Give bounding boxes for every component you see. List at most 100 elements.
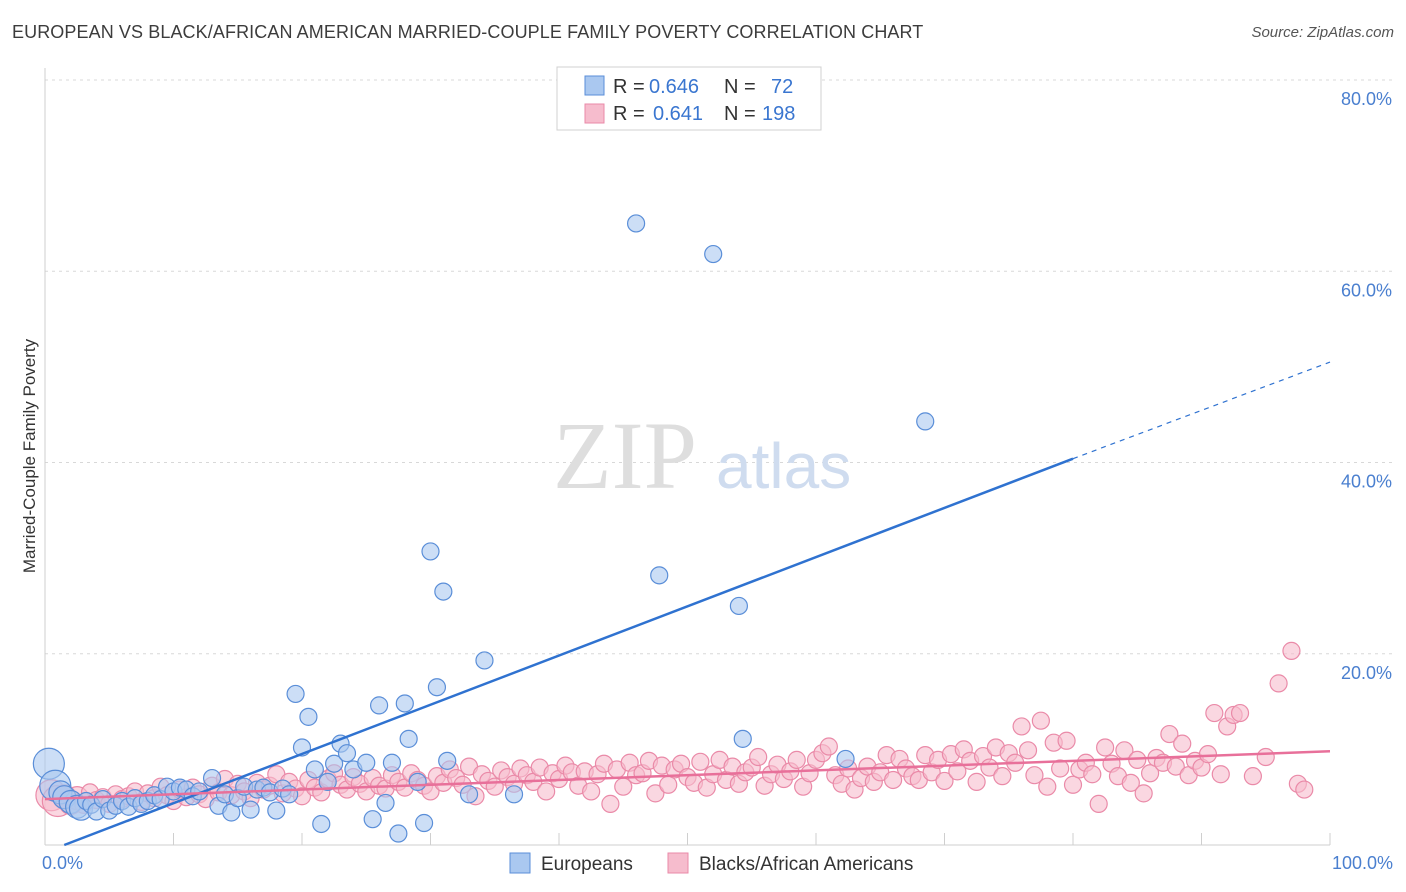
- legend-n-value: 72: [771, 76, 793, 98]
- data-point: [626, 214, 646, 233]
- data-point: [363, 810, 382, 829]
- chart-title: EUROPEAN VS BLACK/AFRICAN AMERICAN MARRI…: [12, 22, 924, 42]
- chart-source: Source: ZipAtlas.com: [1251, 24, 1394, 41]
- gridlines: [45, 79, 1392, 655]
- data-point: [1057, 731, 1076, 750]
- data-point: [434, 582, 453, 601]
- data-point: [1063, 775, 1083, 794]
- data-point: [948, 762, 967, 781]
- data-point: [1211, 765, 1230, 784]
- data-point: [1160, 724, 1179, 744]
- series-legend: Europeans Blacks/African Americans: [509, 852, 913, 875]
- y-tick-labels: 20.0% 40.0% 60.0% 80.0%: [1341, 89, 1392, 683]
- data-point: [993, 767, 1012, 786]
- data-point: [421, 542, 440, 561]
- data-point: [459, 785, 479, 804]
- data-point: [312, 814, 331, 834]
- data-point: [286, 684, 305, 704]
- data-point: [427, 678, 447, 697]
- trendline-blacks: [44, 750, 1331, 801]
- data-point: [395, 694, 414, 713]
- data-point: [1134, 784, 1153, 803]
- data-point: [1140, 764, 1160, 783]
- data-point: [267, 801, 286, 820]
- data-point: [1051, 759, 1070, 778]
- data-point: [399, 729, 418, 748]
- data-point: [659, 775, 678, 794]
- y-tick-label: 60.0%: [1341, 280, 1392, 300]
- data-point: [318, 772, 337, 791]
- data-point: [241, 800, 260, 819]
- data-point: [646, 784, 665, 803]
- y-tick-label: 80.0%: [1341, 89, 1392, 109]
- watermark-atlas: atlas: [716, 430, 851, 502]
- series-europeans: [32, 214, 935, 843]
- data-point: [1256, 747, 1275, 767]
- data-point: [819, 737, 838, 756]
- legend-r-label: R =: [613, 103, 645, 125]
- data-point: [1083, 765, 1102, 784]
- watermark: ZIP atlas: [553, 402, 851, 509]
- trendlines: [44, 361, 1331, 847]
- data-point: [357, 753, 376, 772]
- data-point: [202, 768, 222, 788]
- watermark-zip: ZIP: [553, 402, 697, 509]
- data-point: [729, 596, 749, 616]
- bottom-legend-blacks: Blacks/African Americans: [699, 854, 913, 875]
- data-point: [337, 744, 357, 763]
- data-point: [691, 752, 710, 771]
- trendline-europeans-extension: [1072, 361, 1331, 460]
- data-point: [370, 696, 389, 715]
- legend-swatch-blacks: [584, 103, 605, 124]
- y-tick-label: 20.0%: [1341, 663, 1392, 683]
- data-point: [1121, 773, 1140, 792]
- data-point: [421, 782, 440, 801]
- legend-swatch-europeans: [584, 75, 605, 96]
- y-axis-title: Married-Couple Family Poverty: [20, 338, 39, 573]
- bottom-legend-swatch-blacks: [667, 852, 689, 874]
- data-point: [1018, 741, 1038, 760]
- data-point: [582, 782, 601, 801]
- y-tick-label: 40.0%: [1341, 472, 1392, 492]
- x-tick-label: 100.0%: [1332, 853, 1393, 873]
- data-point: [1025, 766, 1044, 785]
- x-ticks: [44, 833, 1331, 845]
- data-point: [1031, 711, 1050, 730]
- data-point: [408, 772, 427, 791]
- data-point: [537, 782, 556, 801]
- data-point: [650, 566, 669, 585]
- data-point: [1269, 674, 1288, 693]
- data-point: [749, 747, 768, 767]
- data-point: [883, 770, 903, 790]
- data-point: [1012, 717, 1031, 736]
- legend-n-label: N =: [724, 76, 756, 98]
- data-point: [1205, 703, 1224, 723]
- data-point: [1230, 703, 1250, 723]
- data-point: [967, 772, 986, 791]
- data-point: [935, 771, 954, 791]
- x-tick-labels: 0.0% 100.0%: [42, 853, 1393, 873]
- data-point: [1295, 780, 1314, 799]
- data-point: [836, 749, 855, 769]
- data-point: [280, 785, 299, 804]
- data-point: [1173, 734, 1192, 753]
- x-tick-label: 0.0%: [42, 853, 83, 873]
- data-point: [475, 651, 494, 670]
- legend-r-value: 0.646: [649, 76, 699, 98]
- data-point: [733, 729, 752, 748]
- data-point: [382, 753, 402, 772]
- data-point: [299, 707, 318, 726]
- data-point: [1096, 738, 1115, 757]
- legend-r-value: 0.641: [653, 103, 703, 125]
- data-point: [376, 793, 395, 813]
- data-point: [438, 751, 457, 770]
- data-point: [601, 794, 620, 813]
- data-point: [325, 754, 344, 773]
- data-point: [1243, 767, 1263, 786]
- bottom-legend-europeans: Europeans: [541, 854, 633, 875]
- data-point: [704, 244, 723, 264]
- bottom-legend-swatch-europeans: [509, 852, 531, 874]
- data-point: [305, 760, 324, 779]
- data-point: [389, 824, 408, 843]
